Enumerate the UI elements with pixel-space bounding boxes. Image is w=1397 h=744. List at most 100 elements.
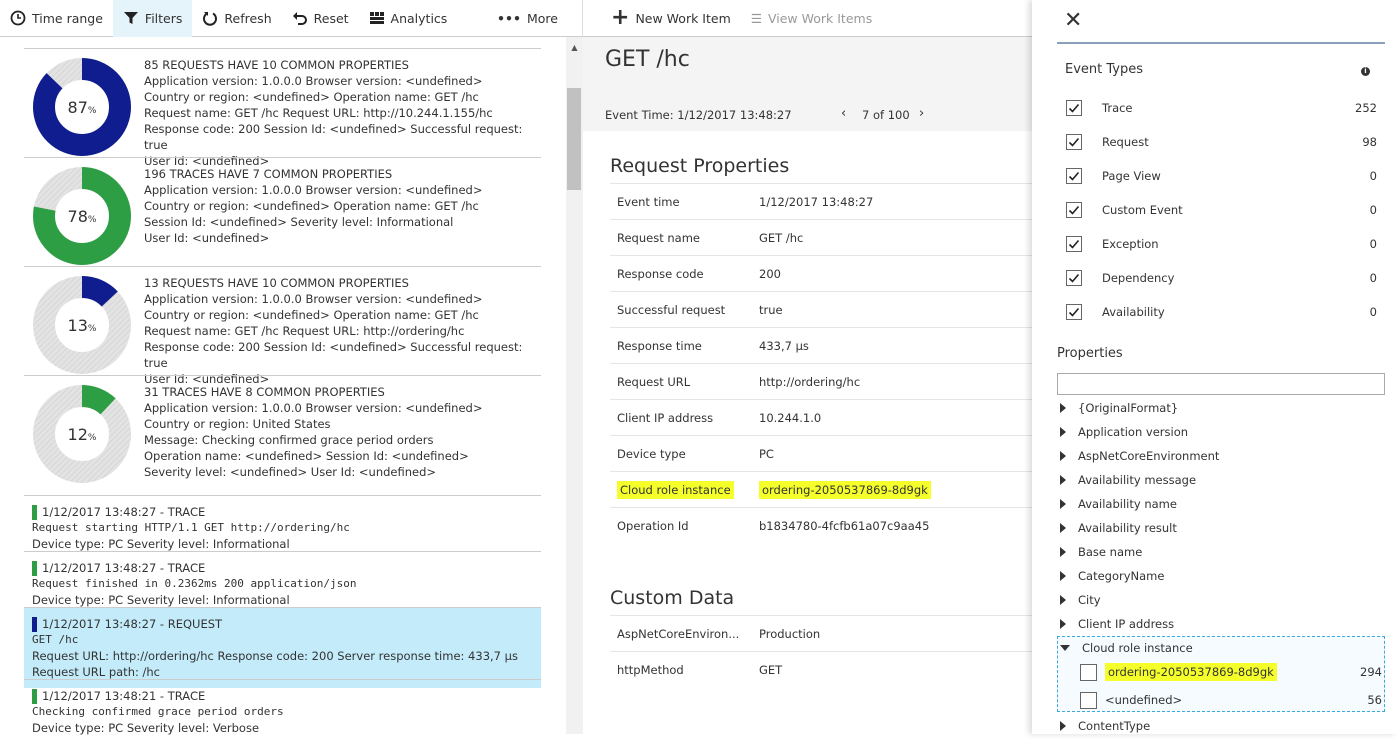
- expand-icon: [1060, 595, 1066, 605]
- checkbox-checked[interactable]: [1066, 168, 1082, 184]
- event-type-filter[interactable]: Trace 252: [1066, 98, 1377, 118]
- property-value[interactable]: true: [759, 302, 783, 317]
- group-property-line: Country or region: <undefined> Operation…: [144, 199, 479, 213]
- property-tree-item[interactable]: City: [1060, 591, 1101, 609]
- event-type-label: Custom Event: [1102, 203, 1183, 217]
- event-message: Request starting HTTP/1.1 GET http://ord…: [32, 521, 350, 534]
- group-property-line: Country or region: United States: [144, 417, 331, 431]
- property-name: Response code: [617, 266, 704, 281]
- group-property-line: Request name: GET /hc Request URL: http:…: [144, 106, 493, 120]
- scrollbar-thumb[interactable]: [567, 88, 581, 190]
- property-tree-item[interactable]: Application version: [1060, 423, 1188, 441]
- expand-icon: [1060, 475, 1066, 485]
- property-tree-item[interactable]: {OriginalFormat}: [1060, 399, 1178, 417]
- refresh-button[interactable]: Refresh: [192, 0, 281, 37]
- common-properties-group[interactable]: 13% 13 REQUESTS HAVE 10 COMMON PROPERTIE…: [24, 266, 541, 386]
- event-type-count: 252: [1355, 101, 1377, 115]
- close-icon[interactable]: ✕: [1064, 8, 1083, 33]
- event-details: Request URL path: /hc: [32, 665, 160, 679]
- toolbar: Time range Filters Refresh Reset Analyti…: [0, 0, 582, 37]
- next-icon[interactable]: ›: [919, 106, 925, 121]
- event-type-filter[interactable]: Custom Event 0: [1066, 200, 1377, 220]
- event-list-item[interactable]: 1/12/2017 13:48:27 - REQUEST GET /hc Requ…: [24, 607, 541, 688]
- checklist-icon: ☰: [750, 10, 762, 26]
- property-tree-item[interactable]: CategoryName: [1060, 567, 1164, 585]
- info-icon[interactable]: i: [1361, 67, 1370, 76]
- event-list-item[interactable]: 1/12/2017 13:48:21 - TRACE Checking conf…: [24, 679, 541, 744]
- checkbox-unchecked[interactable]: [1080, 663, 1097, 681]
- event-message: Request finished in 0.2362ms 200 applica…: [32, 577, 357, 590]
- properties-search-input[interactable]: [1057, 373, 1385, 395]
- divider: [1057, 42, 1385, 44]
- property-name: Device type: [617, 446, 686, 461]
- group-title: 196 TRACES HAVE 7 COMMON PROPERTIES: [144, 167, 393, 181]
- scroll-up-icon[interactable]: ▲: [571, 43, 578, 52]
- property-tree-item[interactable]: Availability result: [1060, 519, 1177, 537]
- analytics-button[interactable]: Analytics: [359, 0, 458, 37]
- event-type-filter[interactable]: Request 98: [1066, 132, 1377, 152]
- property-tree-item[interactable]: Client IP address: [1060, 615, 1174, 633]
- property-value[interactable]: ordering-2050537869-8d9gk: [759, 480, 931, 499]
- property-row: Request URL http://ordering/hc: [610, 363, 1032, 399]
- property-tree-item[interactable]: ContentType: [1060, 717, 1150, 735]
- property-tree-item-expanded[interactable]: Cloud role instance: [1060, 639, 1193, 657]
- checkbox-checked[interactable]: [1066, 202, 1082, 218]
- event-type-marker: [32, 616, 37, 632]
- expand-icon: [1060, 427, 1066, 437]
- property-value[interactable]: 200: [759, 266, 781, 281]
- expand-icon: [1060, 721, 1066, 731]
- event-type-count: 0: [1369, 203, 1377, 217]
- property-value[interactable]: 433,7 µs: [759, 338, 809, 353]
- group-property-line: Response code: 200 Session Id: <undefine…: [144, 122, 523, 152]
- event-type-marker: [32, 688, 37, 704]
- event-type-filter[interactable]: Dependency 0: [1066, 268, 1377, 288]
- property-value[interactable]: PC: [759, 446, 774, 461]
- search-results-panel: Time range Filters Refresh Reset Analyti…: [0, 0, 583, 735]
- group-property-line: Severity level: <undefined> User Id: <un…: [144, 465, 437, 479]
- property-value[interactable]: http://ordering/hc: [759, 374, 861, 389]
- property-tree-item[interactable]: AspNetCoreEnvironment: [1060, 447, 1219, 465]
- group-property-line: Application version: 1.0.0.0 Browser ver…: [144, 74, 483, 88]
- custom-data-title: Custom Data: [610, 587, 735, 609]
- event-type-filter[interactable]: Exception 0: [1066, 234, 1377, 254]
- common-properties-group[interactable]: 78% 196 TRACES HAVE 7 COMMON PROPERTIES A…: [24, 157, 541, 266]
- filters-button[interactable]: Filters: [112, 0, 193, 37]
- view-work-items-button[interactable]: ☰ View Work Items: [750, 10, 873, 26]
- checkbox-checked[interactable]: [1066, 236, 1082, 252]
- property-tree-item[interactable]: Availability name: [1060, 495, 1177, 513]
- checkbox-unchecked[interactable]: [1080, 691, 1097, 709]
- group-property-line: User Id: <undefined>: [144, 231, 270, 245]
- property-tree-item[interactable]: Availability message: [1060, 471, 1196, 489]
- event-type-filter[interactable]: Page View 0: [1066, 166, 1377, 186]
- property-tree-item[interactable]: Base name: [1060, 543, 1142, 561]
- property-value[interactable]: 10.244.1.0: [759, 410, 822, 425]
- event-time: Event Time: 1/12/2017 13:48:27: [605, 108, 792, 122]
- time-range-button[interactable]: Time range: [0, 0, 113, 37]
- checkmark-icon: [1068, 171, 1080, 181]
- property-value-filter[interactable]: <undefined> 56: [1080, 690, 1382, 710]
- property-name: Successful request: [617, 302, 726, 317]
- new-work-item-button[interactable]: + New Work Item: [611, 5, 731, 30]
- common-properties-group[interactable]: 87% 85 REQUESTS HAVE 10 COMMON PROPERTIE…: [24, 48, 541, 168]
- property-value[interactable]: GET: [759, 662, 783, 677]
- event-list-item[interactable]: 1/12/2017 13:48:27 - TRACE Request finis…: [24, 551, 541, 616]
- checkbox-checked[interactable]: [1066, 134, 1082, 150]
- property-value[interactable]: GET /hc: [759, 230, 804, 245]
- more-button[interactable]: ••• More: [497, 10, 558, 26]
- event-type-label: Request: [1102, 135, 1149, 149]
- property-value-filter[interactable]: ordering-2050537869-8d9gk 294: [1080, 662, 1382, 682]
- common-properties-group[interactable]: 12% 31 TRACES HAVE 8 COMMON PROPERTIES Ap…: [24, 375, 541, 495]
- event-type-filter[interactable]: Availability 0: [1066, 302, 1377, 322]
- event-list-item[interactable]: 1/12/2017 13:48:27 - TRACE Request start…: [24, 495, 541, 560]
- scrollbar[interactable]: ▲: [566, 37, 583, 734]
- property-value[interactable]: b1834780-4fcfb61a07c9aa45: [759, 518, 930, 533]
- checkbox-checked[interactable]: [1066, 304, 1082, 320]
- property-value[interactable]: 1/12/2017 13:48:27: [759, 194, 874, 209]
- property-value[interactable]: Production: [759, 626, 821, 641]
- previous-icon[interactable]: ‹: [841, 106, 847, 121]
- property-name: Cloud role instance: [617, 480, 734, 499]
- reset-button[interactable]: Reset: [282, 0, 359, 37]
- expand-icon: [1060, 619, 1066, 629]
- checkbox-checked[interactable]: [1066, 100, 1082, 116]
- checkbox-checked[interactable]: [1066, 270, 1082, 286]
